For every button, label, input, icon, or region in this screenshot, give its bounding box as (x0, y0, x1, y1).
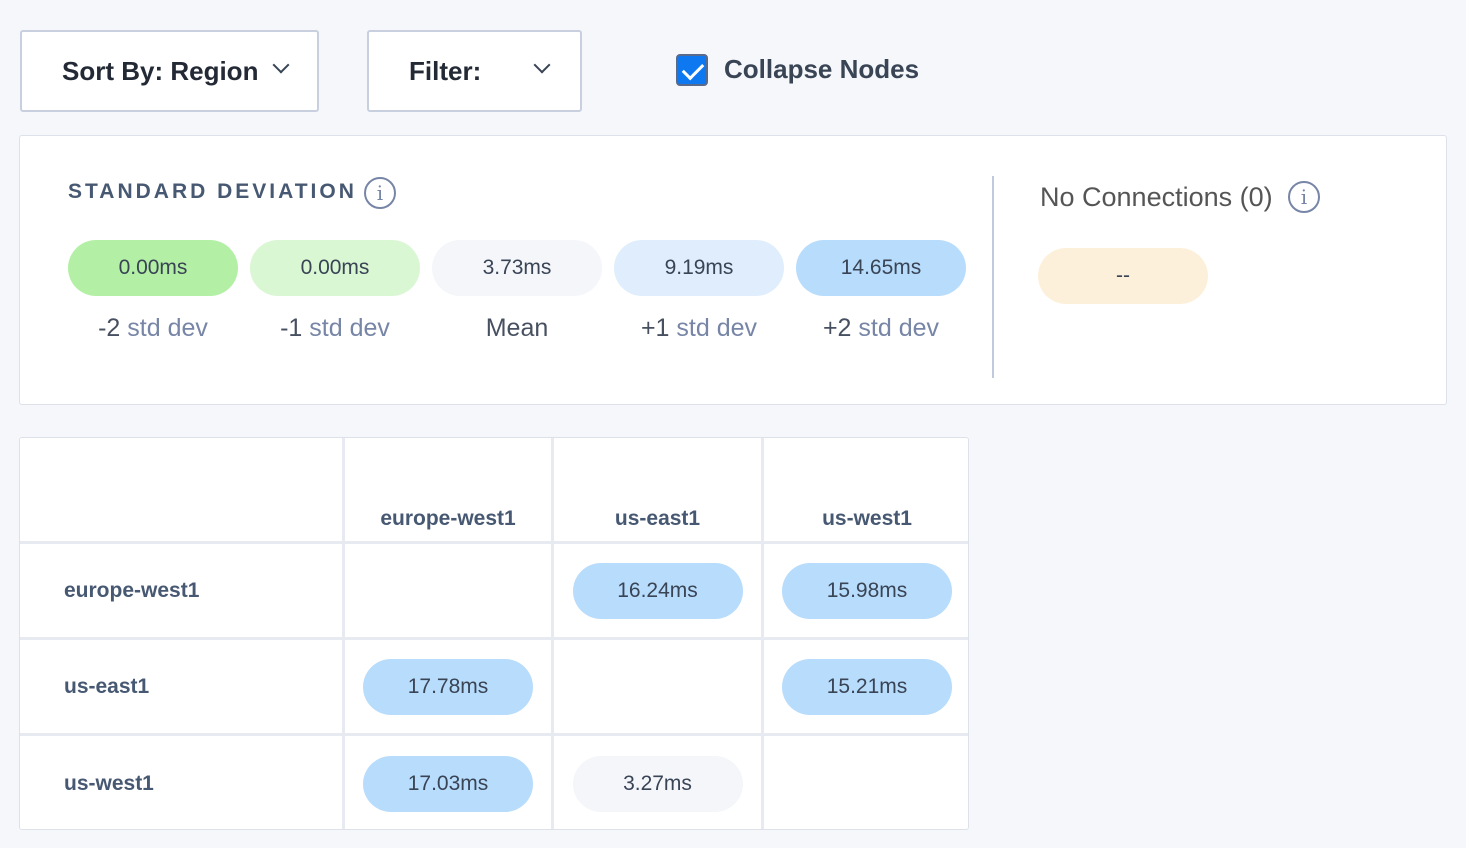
table-cell: 17.03ms (345, 736, 551, 829)
chevron-down-icon (272, 56, 290, 74)
collapse-nodes-checkbox[interactable] (676, 54, 708, 86)
std-dev-label: -1 std dev (250, 314, 420, 343)
std-dev-pill: 3.73ms (432, 240, 602, 296)
table-cell: 15.21ms (764, 640, 968, 733)
std-dev-prefix: +2 (822, 314, 852, 342)
filter-label: Filter: (409, 55, 482, 86)
std-dev-pill: 14.65ms (796, 240, 966, 296)
std-dev-label: +1 std dev (614, 314, 784, 343)
sort-by-label: Sort By: Region (62, 55, 259, 86)
std-dev-title: STANDARD DEVIATION (68, 180, 357, 203)
row-header: europe-west1 (64, 579, 200, 602)
latency-pill[interactable]: 15.98ms (782, 562, 952, 619)
std-dev-prefix: +1 (640, 314, 670, 342)
header-cell (20, 438, 342, 541)
row-header: us-west1 (64, 772, 154, 795)
table-cell: 3.27ms (554, 736, 761, 829)
row-header: us-east1 (64, 675, 150, 698)
std-dev-label: +2 std dev (796, 314, 966, 343)
latency-pill[interactable]: 16.24ms (572, 562, 743, 619)
latency-matrix: europe-west1 us-east1 us-west1 europe-west1… (19, 437, 969, 830)
no-connections-pill: -- (1038, 248, 1208, 304)
std-dev-pill: 0.00ms (250, 240, 420, 296)
collapse-nodes-label[interactable]: Collapse Nodes (724, 54, 920, 84)
filter-dropdown[interactable]: Filter: (367, 30, 582, 112)
table-cell: 15.98ms (764, 544, 968, 637)
latency-pill[interactable]: 17.78ms (363, 658, 533, 715)
column-header: us-west1 (822, 507, 912, 530)
table-cell: 17.78ms (345, 640, 551, 733)
std-dev-prefix: -1 (280, 314, 303, 342)
std-dev-prefix: Mean (485, 314, 549, 342)
header-cell: europe-west1 (345, 438, 551, 541)
table-cell (554, 640, 761, 733)
table-cell: 16.24ms (554, 544, 761, 637)
info-icon[interactable]: i (364, 177, 396, 209)
latency-pill[interactable]: 15.21ms (782, 658, 952, 715)
table-cell: europe-west1 (20, 544, 342, 637)
table-cell (345, 544, 551, 637)
header-cell: us-west1 (764, 438, 968, 541)
column-header: us-east1 (614, 507, 701, 530)
latency-pill[interactable]: 3.27ms (572, 755, 743, 812)
legend-card: STANDARD DEVIATION i 0.00ms -2 std dev 0.… (19, 135, 1447, 405)
std-dev-label: -2 std dev (68, 314, 238, 343)
sort-by-dropdown[interactable]: Sort By: Region (20, 30, 319, 112)
std-dev-suffix: std dev (669, 314, 758, 342)
std-dev-suffix: std dev (302, 314, 390, 342)
divider (992, 176, 994, 378)
info-icon[interactable]: i (1288, 181, 1320, 213)
std-dev-label: Mean (432, 314, 602, 343)
header-cell: us-east1 (554, 438, 761, 541)
table-cell: us-east1 (20, 640, 342, 733)
column-header: europe-west1 (380, 507, 516, 530)
table-cell (764, 736, 968, 829)
no-connections-title: No Connections (0) (1040, 182, 1273, 212)
std-dev-pill: 9.19ms (614, 240, 784, 296)
std-dev-suffix: std dev (120, 314, 208, 342)
std-dev-suffix: std dev (851, 314, 940, 342)
table-cell: us-west1 (20, 736, 342, 829)
chevron-down-icon (533, 56, 551, 74)
std-dev-prefix: -2 (98, 314, 121, 342)
std-dev-pill: 0.00ms (68, 240, 238, 296)
latency-pill[interactable]: 17.03ms (363, 755, 533, 812)
